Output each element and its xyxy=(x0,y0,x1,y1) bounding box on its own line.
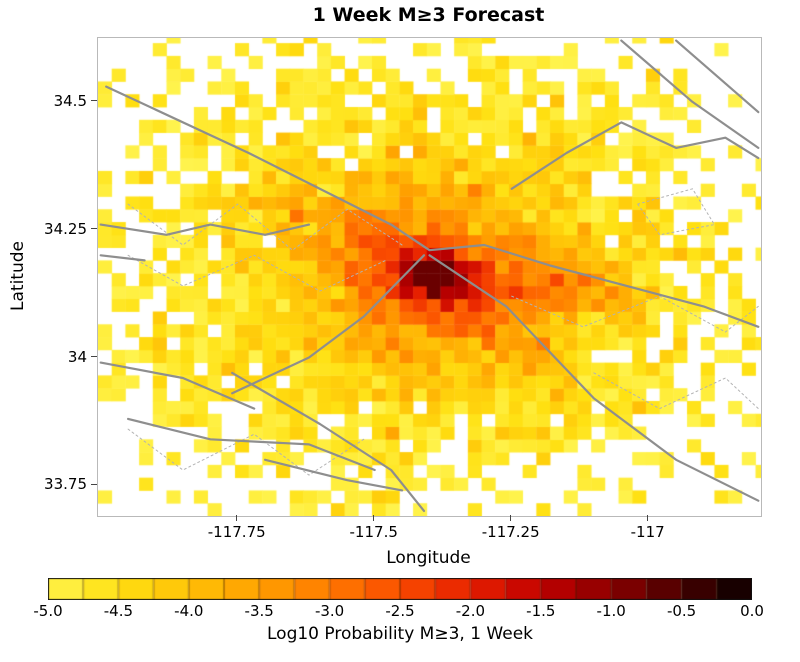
chart-title: 1 Week M≥3 Forecast xyxy=(312,4,545,26)
fault-section-dotted xyxy=(127,203,403,251)
colorbar-tick-label: -2.0 xyxy=(455,602,486,620)
colorbar-tick-label: -1.0 xyxy=(596,602,626,620)
fault-line xyxy=(231,371,426,512)
colorbar-tick-label: -1.5 xyxy=(526,602,556,620)
colorbar-tick-label: -0.5 xyxy=(666,602,697,620)
heatmap-canvas xyxy=(98,38,761,516)
x-tick-label: -117.25 xyxy=(481,523,540,541)
fault-section-dotted xyxy=(127,428,365,476)
colorbar-tick-label: -3.5 xyxy=(244,602,274,620)
fault-section-dotted xyxy=(127,254,387,292)
tick-mark xyxy=(91,100,97,102)
fault-section-dotted xyxy=(593,372,759,410)
fault-line xyxy=(99,361,256,410)
x-tick-label: -117.5 xyxy=(349,523,398,541)
colorbar xyxy=(48,578,752,600)
fault-line xyxy=(620,39,760,150)
colorbar-tick-label: -4.5 xyxy=(103,602,134,620)
fault-line xyxy=(99,254,146,262)
fault-line xyxy=(105,85,760,328)
fault-section-dotted xyxy=(637,188,715,236)
y-tick-label: 34 xyxy=(67,347,87,366)
tick-mark xyxy=(373,515,375,521)
plot-area xyxy=(97,37,762,517)
colorbar-canvas xyxy=(48,578,752,600)
colorbar-tick-label: -4.0 xyxy=(174,602,204,620)
tick-mark xyxy=(236,515,238,521)
fault-line xyxy=(231,254,426,395)
colorbar-tick-label: 0.0 xyxy=(740,602,764,620)
fault-line xyxy=(510,121,760,190)
x-tick-label: -117.75 xyxy=(207,523,266,541)
colorbar-tick-label: -3.0 xyxy=(314,602,345,620)
tick-mark xyxy=(91,228,97,230)
y-tick-label: 33.75 xyxy=(44,475,87,494)
fault-lines-overlay xyxy=(99,39,760,512)
tick-mark xyxy=(510,515,512,521)
y-tick-label: 34.25 xyxy=(44,219,87,238)
tick-mark xyxy=(91,356,97,358)
fault-line xyxy=(674,39,760,114)
y-tick-label: 34.5 xyxy=(53,91,87,110)
fault-section-dotted xyxy=(511,295,759,333)
colorbar-label: Log10 Probability M≥3, 1 Week xyxy=(267,624,533,644)
fault-line xyxy=(264,458,404,492)
fault-line xyxy=(428,254,760,502)
tick-mark xyxy=(91,483,97,485)
colorbar-tick-label: -5.0 xyxy=(33,602,63,620)
fault-line xyxy=(127,417,376,472)
fault-line xyxy=(99,223,311,236)
tick-mark xyxy=(647,515,649,521)
colorbar-tick-label: -2.5 xyxy=(385,602,415,620)
x-tick-label: -117 xyxy=(630,523,665,541)
x-axis-label: Longitude xyxy=(386,548,471,568)
